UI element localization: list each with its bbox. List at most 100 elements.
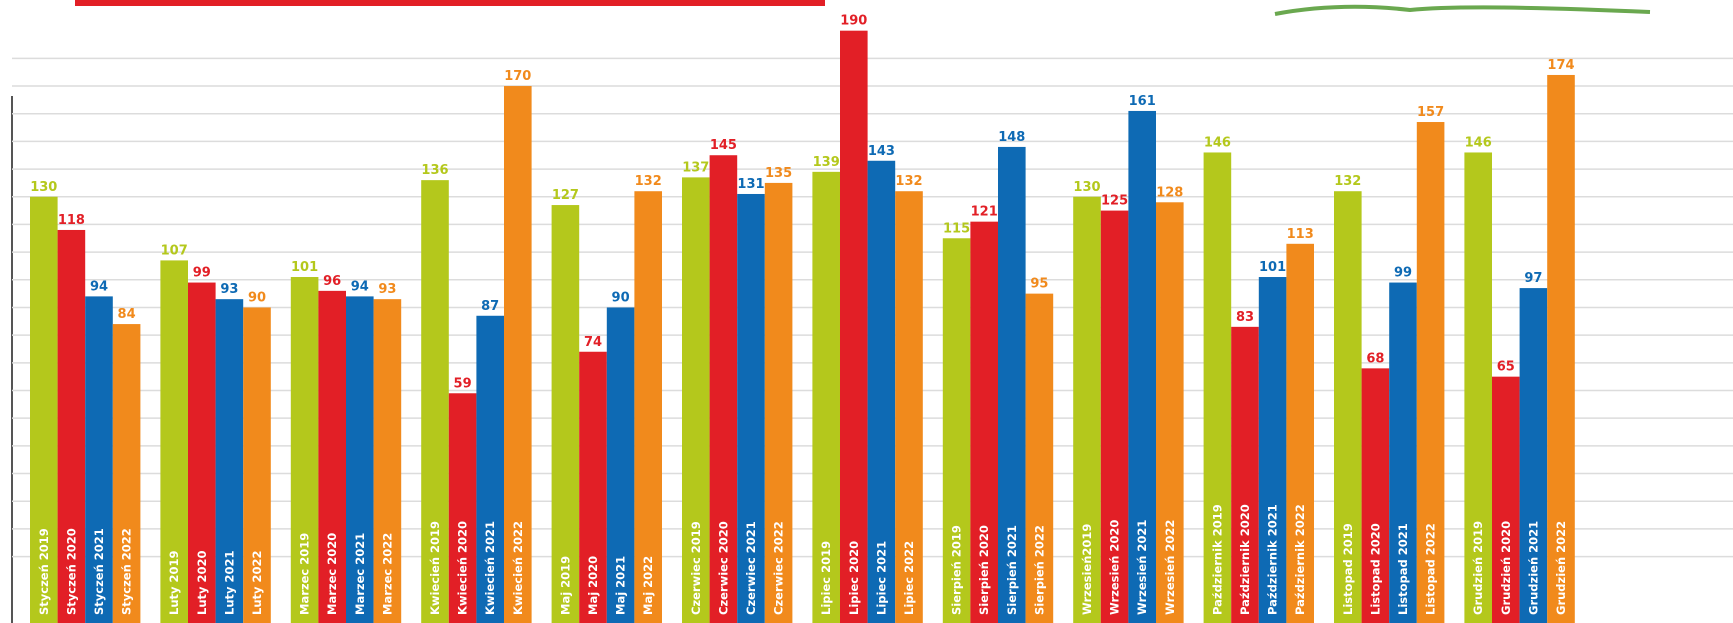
bar xyxy=(346,296,374,623)
bar xyxy=(1156,202,1184,623)
value-label: 131 xyxy=(737,177,764,192)
value-label: 65 xyxy=(1497,360,1515,375)
value-label: 90 xyxy=(248,290,266,305)
bar-label: Wrzesień2019 xyxy=(1080,524,1094,615)
bar-label: Czerwiec 2020 xyxy=(716,521,730,615)
bar xyxy=(112,324,141,623)
bar xyxy=(1361,368,1390,623)
bar-label: Marzec 2021 xyxy=(353,533,367,615)
decoration xyxy=(1274,4,1651,16)
value-label: 130 xyxy=(1073,180,1100,195)
value-label: 101 xyxy=(1259,260,1286,275)
bar xyxy=(840,30,868,623)
value-label: 121 xyxy=(971,205,998,220)
value-label: 118 xyxy=(58,213,85,228)
bar-label: Lipiec 2019 xyxy=(819,541,833,615)
bar-label: Sierpień 2022 xyxy=(1032,525,1046,615)
bar xyxy=(970,221,998,623)
bar xyxy=(1547,74,1575,623)
bar xyxy=(318,290,346,623)
bar-label: Kwiecień 2022 xyxy=(511,521,525,615)
bar xyxy=(30,196,58,623)
bar-label: Maj 2020 xyxy=(586,556,600,615)
bar-label: Styczeń 2021 xyxy=(92,528,106,615)
bar xyxy=(895,191,923,623)
value-label: 127 xyxy=(552,188,579,203)
bar xyxy=(188,282,216,623)
bar-label: Marzec 2022 xyxy=(380,533,394,615)
value-label: 136 xyxy=(421,163,448,178)
value-label: 93 xyxy=(378,282,396,297)
bar xyxy=(998,146,1026,623)
bar-label: Marzec 2020 xyxy=(325,533,339,615)
value-label: 107 xyxy=(161,243,188,258)
bar-label: Styczeń 2019 xyxy=(37,528,51,615)
bar xyxy=(504,86,532,623)
bar xyxy=(1334,191,1362,623)
bar-label: Wrzesień 2021 xyxy=(1135,520,1149,615)
bar xyxy=(812,171,840,623)
bar xyxy=(764,182,793,623)
bar xyxy=(290,277,319,623)
bar xyxy=(1416,122,1445,623)
title-fragment xyxy=(75,0,825,6)
bar-label: Grudzień 2022 xyxy=(1554,521,1568,615)
bar xyxy=(448,393,477,623)
bar xyxy=(867,160,896,623)
value-label: 137 xyxy=(682,160,709,175)
value-label: 83 xyxy=(1236,310,1254,325)
value-label: 146 xyxy=(1465,135,1492,150)
bar-label: Marzec 2019 xyxy=(298,533,312,615)
value-label: 113 xyxy=(1287,227,1314,242)
value-label: 59 xyxy=(454,376,472,391)
bar-label: Luty 2019 xyxy=(167,550,181,615)
bar-label: Październik 2019 xyxy=(1210,504,1224,615)
value-label: 97 xyxy=(1524,271,1542,286)
bar xyxy=(942,238,971,623)
value-label: 139 xyxy=(813,155,840,170)
bar xyxy=(579,351,607,623)
bar-label: Sierpień 2021 xyxy=(1005,525,1019,615)
value-label: 132 xyxy=(895,174,922,189)
value-label: 190 xyxy=(840,14,867,29)
bar-label: Lipiec 2022 xyxy=(902,541,916,615)
bar xyxy=(1286,243,1314,623)
value-label: 68 xyxy=(1366,351,1384,366)
value-label: 74 xyxy=(584,335,602,350)
bar-label: Październik 2022 xyxy=(1293,504,1307,615)
bar-label: Sierpień 2019 xyxy=(950,525,964,615)
bar-label: Wrzesień 2022 xyxy=(1163,520,1177,615)
bar-label: Listopad 2019 xyxy=(1341,523,1355,615)
bar xyxy=(682,177,710,623)
bar-label: Czerwiec 2022 xyxy=(772,521,786,615)
bar-label: Grudzień 2021 xyxy=(1526,521,1540,615)
bar-label: Grudzień 2019 xyxy=(1471,521,1485,615)
bar xyxy=(1025,293,1054,623)
bar-label: Listopad 2020 xyxy=(1368,523,1382,615)
value-label: 96 xyxy=(323,274,341,289)
value-label: 94 xyxy=(351,279,369,294)
bar xyxy=(1073,196,1101,623)
value-label: 128 xyxy=(1156,185,1183,200)
value-label: 157 xyxy=(1417,105,1444,120)
bar-label: Luty 2020 xyxy=(195,550,209,615)
bar xyxy=(85,296,113,623)
bar xyxy=(57,229,86,623)
value-label: 93 xyxy=(220,282,238,297)
value-label: 90 xyxy=(612,290,630,305)
value-label: 143 xyxy=(868,144,895,159)
value-label: 115 xyxy=(943,221,970,236)
bar xyxy=(551,205,580,623)
bar xyxy=(1203,152,1232,623)
bar xyxy=(215,299,244,623)
value-label: 125 xyxy=(1101,194,1128,209)
value-label: 99 xyxy=(193,266,211,281)
value-label: 132 xyxy=(635,174,662,189)
bar-label: Czerwiec 2019 xyxy=(689,521,703,615)
bar-label: Luty 2021 xyxy=(222,550,236,615)
bar xyxy=(1389,282,1417,623)
value-label: 174 xyxy=(1547,58,1574,73)
bar-label: Lipiec 2020 xyxy=(847,541,861,615)
